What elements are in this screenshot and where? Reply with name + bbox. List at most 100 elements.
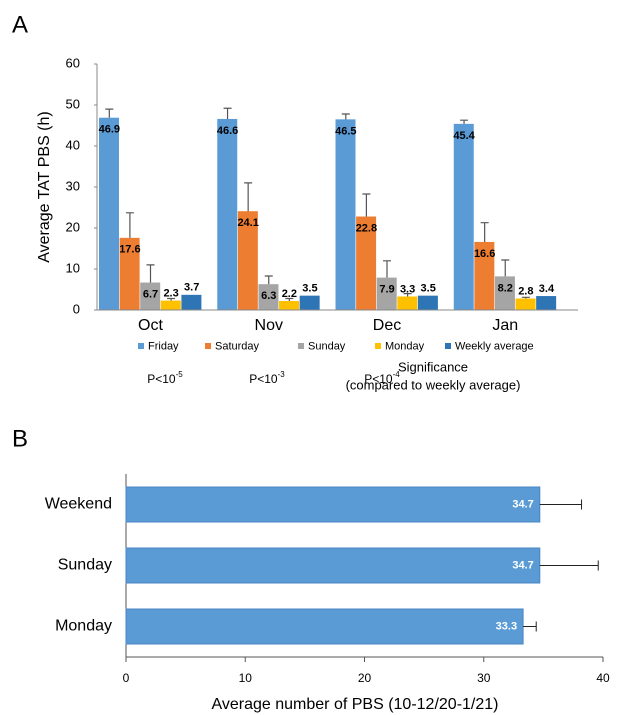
bar	[125, 608, 524, 645]
data-label: 34.7	[512, 498, 533, 510]
y-tick-label: 20	[66, 219, 80, 234]
y-tick-label: 10	[66, 260, 80, 275]
bar	[376, 277, 397, 310]
p-value-base: P<10	[147, 372, 176, 386]
y-tick-label: 60	[66, 55, 80, 70]
data-label: 2.2	[282, 288, 297, 300]
y-tick-label: 0	[73, 301, 80, 316]
p-value-exponent: -3	[278, 370, 286, 379]
significance-title: Significance	[398, 359, 468, 374]
legend-swatch	[298, 343, 304, 349]
data-label: 17.6	[119, 244, 140, 256]
error-bar	[264, 275, 273, 285]
x-tick-label: 20	[358, 671, 372, 685]
y-tick-label: 30	[66, 178, 80, 193]
legend-label: Monday	[385, 340, 425, 352]
data-label: 46.9	[99, 124, 120, 136]
y-tick-label: Weekend	[45, 496, 112, 513]
bar	[181, 294, 202, 310]
error-bar	[501, 259, 510, 277]
error-bar	[167, 297, 176, 301]
significance-title: (compared to weekly average)	[346, 377, 521, 392]
legend-label: Friday	[148, 340, 179, 352]
bar	[125, 547, 541, 584]
panel-label: B	[12, 425, 28, 452]
error-bar	[244, 182, 253, 212]
data-label: 34.7	[512, 559, 533, 571]
data-label: 8.2	[498, 282, 513, 294]
y-tick-label: 40	[66, 137, 80, 152]
x-tick-label: 0	[123, 671, 130, 685]
data-label: 2.3	[163, 287, 178, 299]
legend-swatch	[205, 343, 211, 349]
error-bar	[403, 293, 412, 297]
data-label: 3.4	[539, 283, 555, 295]
x-tick-label: Dec	[373, 317, 401, 334]
error-bar	[105, 108, 114, 118]
error-bar	[285, 297, 294, 301]
legend-label: Sunday	[308, 340, 346, 352]
p-value-base: P<10	[364, 372, 393, 386]
error-bar	[460, 119, 469, 124]
bar	[237, 211, 258, 310]
bar	[335, 119, 356, 310]
y-axis-label: Average TAT PBS (h)	[36, 111, 53, 262]
bar	[515, 298, 536, 310]
error-bar	[146, 264, 155, 283]
data-label: 33.3	[496, 620, 517, 632]
x-tick-label: 40	[596, 671, 610, 685]
significance-label: P<10-4	[364, 370, 400, 386]
error-bar	[480, 222, 489, 242]
x-tick-label: Oct	[138, 317, 163, 334]
data-label: 16.6	[474, 248, 495, 260]
bar	[299, 295, 320, 310]
significance-label: P<10-5	[147, 370, 183, 386]
x-tick-label: 10	[239, 671, 253, 685]
bar	[536, 296, 557, 310]
legend-swatch	[375, 343, 381, 349]
bar	[279, 300, 300, 310]
p-value-exponent: -4	[393, 370, 401, 379]
legend-label: Saturday	[215, 340, 260, 352]
data-label: 22.8	[356, 222, 377, 234]
data-label: 3.3	[400, 283, 415, 295]
panel-label: A	[12, 11, 28, 38]
legend-label: Weekly average	[455, 340, 534, 352]
data-label: 3.5	[421, 283, 436, 295]
data-label: 6.7	[143, 288, 158, 300]
bar	[397, 296, 418, 310]
data-label: 3.5	[302, 283, 317, 295]
error-bar	[539, 560, 599, 571]
data-label: 45.4	[453, 130, 475, 142]
error-bar	[125, 212, 134, 238]
bar	[160, 300, 181, 310]
x-tick-label: Nov	[255, 317, 283, 334]
bar	[99, 117, 119, 311]
error-bar	[523, 621, 537, 632]
error-bar	[383, 260, 391, 278]
data-label: 24.1	[237, 217, 258, 229]
bar	[125, 486, 541, 523]
error-bar	[341, 113, 350, 120]
bar	[356, 216, 377, 310]
data-label: 46.5	[335, 125, 356, 137]
x-axis-label: Average number of PBS (10-12/20-1/21)	[212, 696, 499, 713]
p-value-base: P<10	[249, 372, 278, 386]
legend-swatch	[138, 343, 144, 349]
error-bar	[539, 499, 583, 510]
significance-label: P<10-3	[249, 370, 285, 386]
bar	[474, 241, 495, 310]
bar	[217, 118, 238, 310]
error-bar	[362, 193, 371, 217]
error-bar	[223, 107, 232, 119]
y-tick-label: 50	[66, 96, 80, 111]
bar	[119, 237, 140, 310]
y-tick-label: Sunday	[58, 557, 112, 574]
bar	[140, 282, 161, 310]
error-bar	[521, 296, 530, 299]
data-label: 3.7	[184, 282, 199, 294]
data-label: 6.3	[261, 290, 276, 302]
data-label: 2.8	[518, 285, 533, 297]
